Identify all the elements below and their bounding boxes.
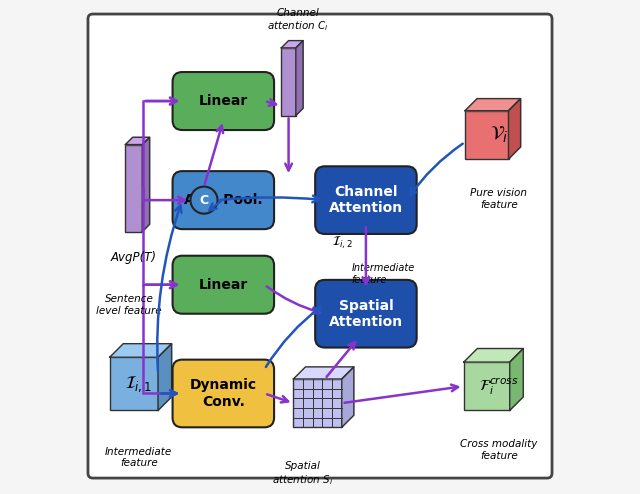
FancyBboxPatch shape — [173, 360, 274, 427]
FancyBboxPatch shape — [173, 171, 274, 229]
Text: Intermediate
feature: Intermediate feature — [351, 263, 415, 285]
Polygon shape — [293, 367, 354, 379]
Text: Pure vision
feature: Pure vision feature — [470, 188, 527, 209]
Polygon shape — [109, 344, 172, 357]
Text: $\mathcal{I}_{i,2}$: $\mathcal{I}_{i,2}$ — [332, 235, 353, 251]
Text: Dynamic
Conv.: Dynamic Conv. — [190, 378, 257, 409]
Text: $\mathcal{V}_i$: $\mathcal{V}_i$ — [490, 124, 508, 145]
Polygon shape — [296, 41, 303, 116]
Text: Channel
attention $C_i$: Channel attention $C_i$ — [268, 7, 329, 34]
FancyBboxPatch shape — [315, 166, 417, 234]
FancyBboxPatch shape — [125, 145, 142, 232]
Text: $\mathcal{F}_i^{cross}$: $\mathcal{F}_i^{cross}$ — [479, 375, 519, 397]
Text: Channel
Attention: Channel Attention — [329, 185, 403, 215]
Text: Sentence
level feature: Sentence level feature — [96, 294, 162, 316]
Polygon shape — [125, 137, 150, 145]
FancyBboxPatch shape — [464, 362, 509, 411]
Circle shape — [191, 187, 218, 214]
FancyBboxPatch shape — [88, 14, 552, 478]
Polygon shape — [282, 41, 303, 48]
Text: AvgP(T): AvgP(T) — [111, 251, 157, 264]
Text: Cross modality
feature: Cross modality feature — [460, 439, 538, 461]
Text: Linear: Linear — [198, 94, 248, 108]
FancyBboxPatch shape — [109, 357, 158, 411]
Polygon shape — [158, 344, 172, 411]
Text: C: C — [200, 194, 209, 206]
Text: Intermediate
feature: Intermediate feature — [105, 447, 172, 468]
Text: Avg. Pool.: Avg. Pool. — [184, 193, 262, 207]
Text: Spatial
attention $S_i$: Spatial attention $S_i$ — [273, 461, 333, 487]
Text: $\mathcal{I}_{i,1}$: $\mathcal{I}_{i,1}$ — [125, 374, 152, 394]
Polygon shape — [509, 349, 524, 411]
Polygon shape — [342, 367, 354, 427]
FancyBboxPatch shape — [173, 256, 274, 314]
Polygon shape — [142, 137, 150, 232]
FancyBboxPatch shape — [465, 111, 509, 159]
FancyBboxPatch shape — [173, 72, 274, 130]
Text: Spatial
Attention: Spatial Attention — [329, 298, 403, 329]
Polygon shape — [465, 99, 520, 111]
FancyBboxPatch shape — [282, 48, 296, 116]
Text: Linear: Linear — [198, 278, 248, 292]
Polygon shape — [509, 99, 520, 159]
FancyBboxPatch shape — [293, 379, 342, 427]
Polygon shape — [464, 349, 524, 362]
FancyBboxPatch shape — [315, 280, 417, 348]
